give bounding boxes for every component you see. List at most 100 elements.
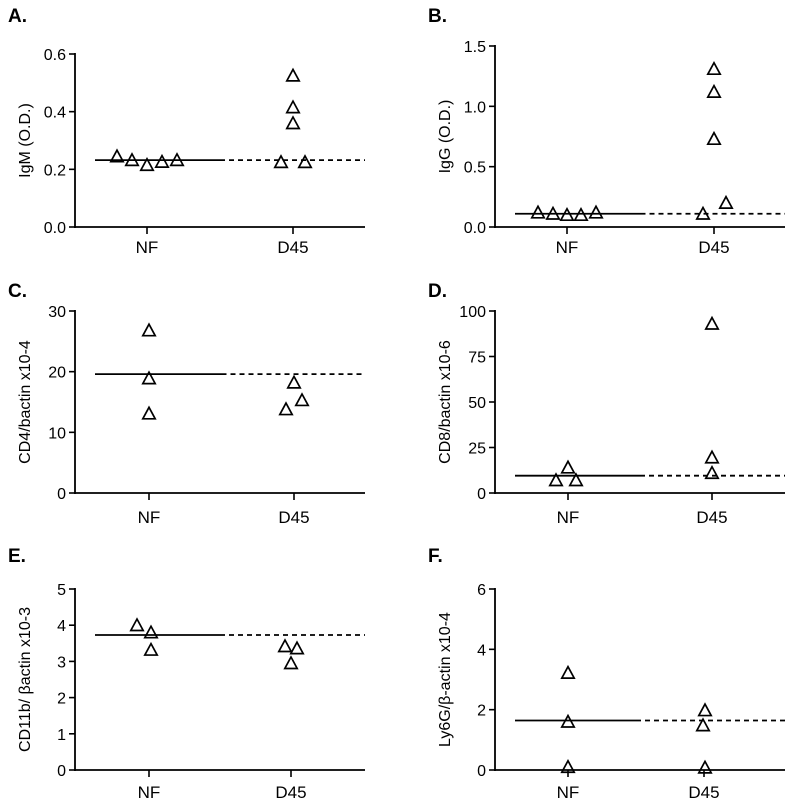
y-tick-label: 1.0 [464, 99, 486, 116]
panel-letter: E. [8, 546, 26, 567]
y-tick-label: 0.0 [464, 220, 486, 237]
y-axis-label: IgG (O.D.) [437, 100, 454, 174]
y-axis-label: CD8/bactin x10-6 [437, 340, 454, 464]
y-tick-label: 0.4 [44, 105, 66, 122]
y-tick-label: 0 [57, 486, 66, 503]
panel-letter: C. [8, 281, 27, 302]
y-tick-label: 50 [468, 395, 486, 412]
data-point-nf [154, 153, 170, 168]
data-point-nf [573, 206, 589, 222]
data-point-d45 [277, 638, 293, 653]
y-axis-label: CD4/bactin x10-4 [17, 340, 34, 464]
data-point-d45 [706, 130, 722, 146]
x-tick-label: D45 [688, 783, 719, 802]
data-point-nf [124, 152, 140, 167]
data-point-nf [143, 641, 159, 656]
data-point-nf [548, 472, 564, 487]
y-tick-label: 1.5 [464, 39, 486, 56]
y-tick-label: 2 [57, 691, 66, 708]
data-point-d45 [273, 154, 289, 169]
panel-d: D. 0 25 50 75 100 NF D45 CD8/bactin x10-6 [428, 281, 785, 527]
data-point-d45 [285, 115, 301, 130]
x-tick-label: D45 [275, 783, 306, 802]
y-axis-label: Ly6G/β-actin x10-4 [437, 612, 454, 747]
data-point-nf [588, 204, 604, 219]
data-point-d45 [286, 374, 302, 389]
panel-letter: B. [428, 6, 447, 27]
x-tick-label: D45 [278, 508, 309, 527]
panel-letter: F. [428, 546, 443, 567]
y-tick-label: 1 [57, 727, 66, 744]
y-tick-label: 100 [459, 304, 486, 321]
y-tick-label: 0 [477, 486, 486, 503]
data-point-d45 [718, 194, 734, 209]
x-tick-label: NF [557, 783, 580, 802]
y-axis-label: CD11b/ βactin x10-3 [17, 607, 34, 752]
y-tick-label: 2 [477, 703, 486, 720]
y-tick-label: 0.0 [44, 220, 66, 237]
data-point-nf [141, 322, 157, 337]
data-point-nf [141, 370, 157, 385]
y-tick-label: 0 [57, 763, 66, 780]
data-point-d45 [695, 717, 711, 732]
data-point-d45 [704, 464, 720, 480]
x-tick-label: D45 [696, 508, 727, 527]
data-point-nf [560, 758, 576, 774]
data-point-d45 [289, 640, 305, 655]
data-point-nf [143, 624, 159, 639]
y-tick-label: 75 [468, 350, 486, 367]
panel-e: E. 0 1 2 3 4 5 NF D45 CD11b/ βactin x10-3 [8, 546, 365, 802]
data-point-d45 [695, 205, 711, 220]
y-tick-label: 0 [477, 763, 486, 780]
x-tick-label: D45 [698, 238, 729, 257]
data-point-d45 [704, 449, 720, 464]
data-point-d45 [697, 702, 713, 717]
y-tick-label: 4 [477, 642, 486, 659]
data-point-nf [129, 617, 145, 632]
data-point-d45 [294, 392, 310, 407]
y-tick-label: 10 [48, 425, 66, 442]
data-point-nf [109, 148, 125, 163]
x-tick-label: NF [557, 508, 580, 527]
data-point-d45 [706, 83, 722, 98]
data-point-nf [560, 459, 576, 474]
data-point-nf [568, 472, 584, 487]
data-point-nf [560, 664, 576, 679]
panel-letter: D. [428, 281, 447, 302]
data-point-d45 [697, 759, 713, 774]
y-tick-label: 25 [468, 441, 486, 458]
data-point-nf [559, 206, 575, 222]
x-tick-label: NF [138, 783, 161, 802]
y-tick-label: 0.5 [464, 160, 486, 177]
y-tick-label: 6 [477, 582, 486, 599]
y-tick-label: 4 [57, 618, 66, 635]
data-point-d45 [704, 315, 720, 330]
y-tick-label: 20 [48, 365, 66, 382]
y-tick-label: 0.2 [44, 162, 66, 179]
y-tick-label: 3 [57, 654, 66, 671]
x-tick-label: D45 [277, 238, 308, 257]
data-point-d45 [706, 60, 722, 76]
data-point-nf [141, 405, 157, 420]
x-tick-label: NF [556, 238, 579, 257]
data-point-d45 [285, 67, 301, 82]
x-tick-label: NF [136, 238, 159, 257]
data-point-d45 [283, 655, 299, 670]
y-tick-label: 30 [48, 304, 66, 321]
panel-b: B. 0.0 0.5 1.0 1.5 NF D45 IgG (O.D.) [428, 6, 785, 257]
y-tick-label: 0.6 [44, 47, 66, 64]
y-tick-label: 5 [57, 582, 66, 599]
data-point-d45 [278, 401, 294, 416]
data-point-d45 [297, 154, 313, 169]
x-tick-label: NF [138, 508, 161, 527]
panel-a: A. 0.0 0.2 0.4 0.6 NF D45 IgM (O.D.) [8, 6, 365, 257]
panel-letter: A. [8, 6, 27, 27]
data-point-nf [560, 713, 576, 728]
data-point-d45 [285, 99, 301, 114]
data-point-nf [545, 205, 561, 220]
y-axis-label: IgM (O.D.) [17, 103, 34, 178]
data-point-nf [139, 157, 155, 172]
panel-c: C. 0 10 20 30 NF D45 CD4/bactin x10-4 [8, 281, 365, 527]
panel-f: F. 0 2 4 6 NF D45 Ly6G/β-actin x10-4 [428, 546, 785, 802]
